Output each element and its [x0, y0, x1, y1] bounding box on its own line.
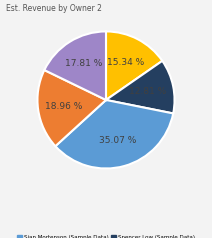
Text: 18.96 %: 18.96 %: [45, 102, 83, 111]
Legend: Sian Mortenson (Sample Data), Molly Clark (Sample Data), Christie Geller (Sample: Sian Mortenson (Sample Data), Molly Clar…: [15, 233, 197, 238]
Text: 17.81 %: 17.81 %: [65, 60, 102, 69]
Text: 12.81 %: 12.81 %: [129, 87, 166, 96]
Wedge shape: [106, 31, 162, 100]
Text: Est. Revenue by Owner 2: Est. Revenue by Owner 2: [6, 4, 102, 13]
Wedge shape: [106, 61, 174, 114]
Wedge shape: [38, 70, 106, 146]
Text: 35.07 %: 35.07 %: [99, 136, 136, 145]
Text: 15.34 %: 15.34 %: [107, 58, 144, 67]
Wedge shape: [44, 31, 106, 100]
Wedge shape: [55, 100, 173, 169]
